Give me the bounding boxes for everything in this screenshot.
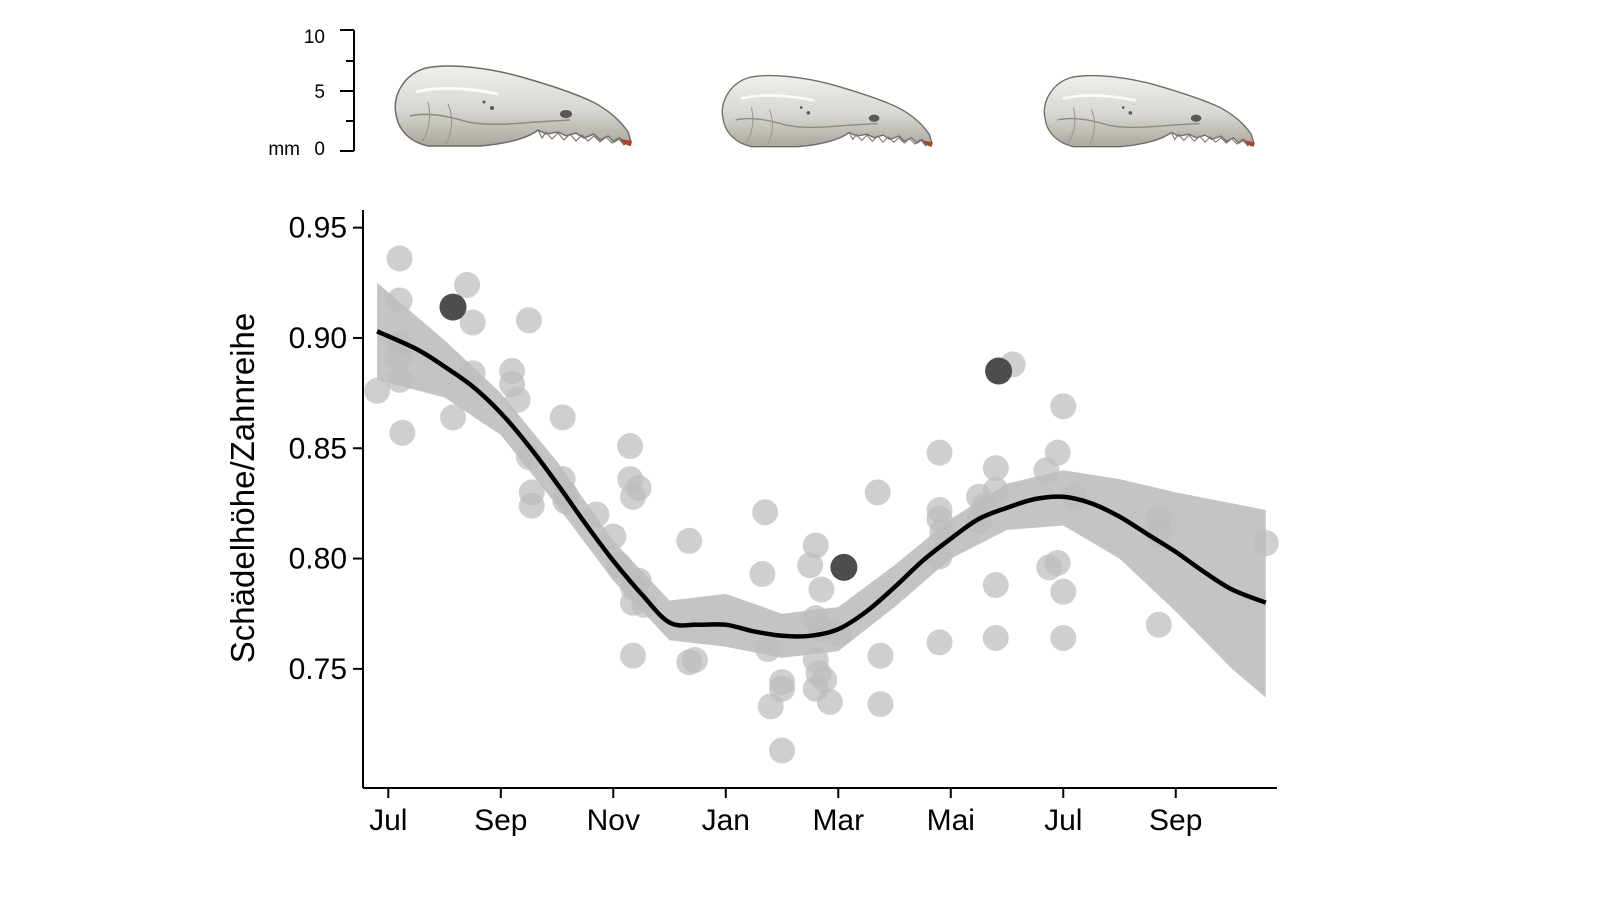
data-point	[816, 688, 843, 715]
data-point	[982, 624, 1009, 651]
data-point	[867, 691, 894, 718]
data-point	[982, 455, 1009, 482]
x-tick-label: Sep	[1149, 804, 1202, 837]
data-point	[631, 591, 658, 618]
y-tick-label: 0.75	[289, 653, 347, 686]
data-point	[811, 666, 838, 693]
data-point	[518, 492, 545, 519]
data-point	[583, 501, 610, 528]
data-point	[1050, 393, 1077, 420]
y-tick-label: 0.90	[289, 322, 347, 355]
data-point	[386, 245, 413, 272]
scale-tick-label: 0	[314, 139, 325, 160]
data-point	[982, 477, 1009, 504]
skull-illustration	[393, 64, 634, 148]
data-point	[1050, 624, 1077, 651]
data-point	[1145, 521, 1172, 548]
data-point	[617, 433, 644, 460]
data-point	[1252, 530, 1279, 557]
scale-tick-label: 5	[314, 82, 325, 103]
x-tick-label: Jan	[702, 804, 750, 837]
data-point	[1050, 578, 1077, 605]
data-point	[808, 576, 835, 603]
data-point	[681, 647, 708, 674]
data-point	[769, 737, 796, 764]
data-point	[386, 287, 413, 314]
highlighted-data-point	[439, 293, 467, 321]
x-tick-label: Nov	[587, 804, 640, 837]
data-point	[386, 344, 413, 371]
data-point	[926, 439, 953, 466]
y-tick-label: 0.80	[289, 543, 347, 576]
data-point	[386, 366, 413, 393]
data-point	[864, 479, 891, 506]
data-point	[797, 552, 824, 579]
data-point	[504, 386, 531, 413]
scale-tick-label: 10	[304, 27, 325, 48]
data-point	[625, 474, 652, 501]
data-point	[459, 309, 486, 336]
data-point	[752, 499, 779, 526]
skull-illustration	[1042, 74, 1257, 149]
data-point	[982, 572, 1009, 599]
data-point	[454, 272, 481, 299]
data-point	[549, 404, 576, 431]
scale-unit-label: mm	[268, 139, 300, 160]
data-point	[439, 404, 466, 431]
y-axis-title: Schädelhöhe/Zahnreihe	[224, 313, 261, 663]
x-tick-label: Mai	[927, 804, 975, 837]
highlighted-data-point	[985, 357, 1013, 385]
data-point	[364, 377, 391, 404]
highlighted-data-point	[830, 553, 858, 581]
data-point	[619, 642, 646, 669]
data-point	[1044, 439, 1071, 466]
data-point	[769, 675, 796, 702]
y-tick-label: 0.95	[289, 212, 347, 245]
data-point	[867, 642, 894, 669]
x-tick-label: Jul	[369, 804, 407, 837]
data-point	[1145, 611, 1172, 638]
scale-bar: 10 5 0 mm	[268, 27, 355, 160]
data-point	[600, 523, 627, 550]
smooth-trend-line	[376, 329, 1267, 639]
data-point	[1044, 549, 1071, 576]
x-tick-label: Sep	[474, 804, 527, 837]
data-point	[749, 561, 776, 588]
data-point	[459, 360, 486, 387]
data-point	[802, 532, 829, 559]
data-point	[389, 419, 416, 446]
x-tick-label: Jul	[1044, 804, 1082, 837]
data-point	[515, 307, 542, 334]
data-point	[515, 444, 542, 471]
y-tick-label: 0.85	[289, 432, 347, 465]
data-point	[754, 636, 781, 663]
skull-illustration	[720, 74, 935, 149]
data-point	[625, 567, 652, 594]
x-tick-label: Mar	[812, 804, 864, 837]
data-point	[929, 519, 956, 546]
data-point	[676, 527, 703, 554]
data-point	[926, 629, 953, 656]
